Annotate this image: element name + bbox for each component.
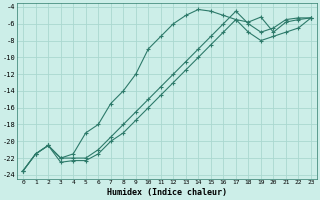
X-axis label: Humidex (Indice chaleur): Humidex (Indice chaleur)	[107, 188, 227, 197]
